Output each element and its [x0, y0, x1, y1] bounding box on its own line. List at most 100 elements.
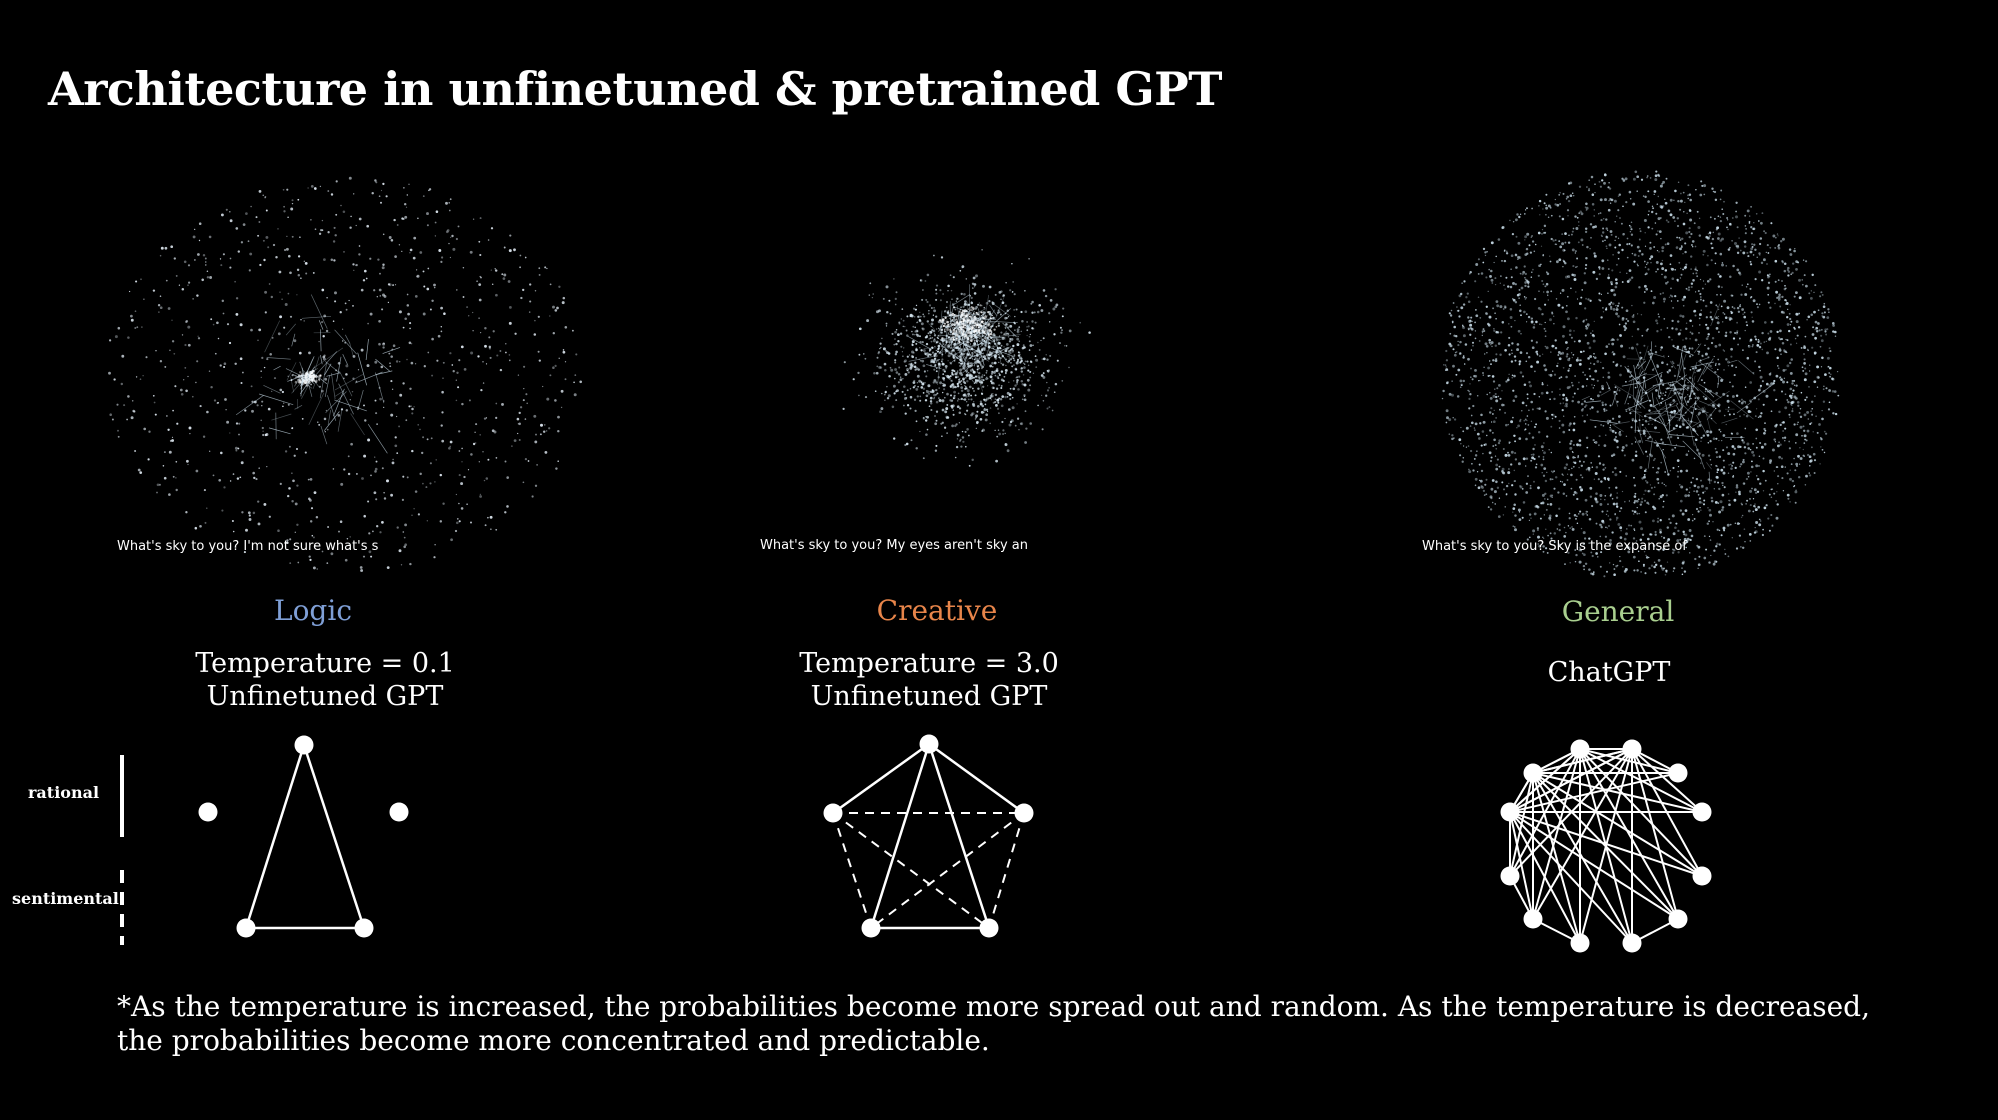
cloud-point — [231, 519, 234, 523]
cloud-point — [1671, 295, 1674, 298]
cloud-point — [1494, 344, 1498, 347]
cloud-point — [1710, 554, 1712, 557]
cloud-point — [1580, 464, 1583, 467]
cloud-point — [987, 397, 991, 400]
cloud-point — [1798, 463, 1801, 465]
cloud-point — [449, 256, 451, 259]
cloud-point — [1489, 429, 1492, 432]
cloud-strand — [337, 408, 343, 432]
cloud-point — [264, 196, 267, 198]
cloud-point — [1710, 417, 1713, 420]
cloud-point — [971, 458, 974, 462]
cloud-point — [929, 348, 932, 351]
cloud-point — [1004, 368, 1008, 372]
cloud-point — [1615, 304, 1617, 307]
cloud-point — [1764, 479, 1767, 482]
cloud-point — [947, 344, 951, 348]
cloud-point — [1027, 325, 1030, 328]
cloud-point — [917, 385, 919, 388]
cloud-point — [1808, 472, 1810, 474]
cloud-point — [894, 330, 897, 334]
cloud-point — [1601, 267, 1605, 270]
cloud-point — [1005, 364, 1007, 367]
cloud-strand — [989, 347, 1016, 358]
cloud-point — [1563, 466, 1567, 470]
cloud-point — [1681, 315, 1685, 318]
cloud-point — [1512, 507, 1516, 510]
cloud-point — [1598, 444, 1600, 447]
cloud-point — [989, 312, 992, 316]
cloud-point — [1559, 480, 1562, 483]
cloud-point — [1697, 343, 1700, 346]
cloud-point — [1010, 338, 1014, 341]
cloud-point — [932, 397, 935, 400]
cloud-point — [1803, 378, 1807, 382]
cloud-strand — [264, 320, 281, 353]
cloud-point — [1000, 344, 1003, 347]
cloud-point — [297, 378, 300, 382]
cloud-point — [1683, 570, 1687, 573]
cloud-point — [999, 356, 1002, 360]
cloud-point — [1618, 415, 1621, 418]
cloud-point — [1493, 438, 1496, 442]
cloud-point — [484, 327, 487, 330]
cloud-point — [383, 492, 385, 494]
cloud-point — [1490, 456, 1493, 459]
cloud-point — [1628, 269, 1632, 272]
cloud-point — [936, 350, 939, 353]
cloud-point — [479, 217, 482, 220]
cloud-point — [1460, 384, 1463, 387]
cloud-point — [1608, 182, 1610, 184]
cloud-point — [1551, 312, 1554, 315]
cloud-strand — [951, 294, 971, 307]
cloud-point — [912, 325, 915, 328]
cloud-point — [1460, 306, 1464, 310]
cloud-point — [992, 392, 994, 395]
cloud-point — [1702, 299, 1705, 302]
cloud-point — [1717, 481, 1720, 484]
cloud-point — [1558, 215, 1561, 218]
cloud-point — [1598, 273, 1601, 276]
cloud-point — [1782, 437, 1784, 439]
cloud-point — [388, 236, 392, 239]
cloud-point — [1656, 203, 1659, 205]
cloud-point — [188, 426, 192, 430]
cloud-point — [460, 345, 464, 349]
cloud-point — [1687, 394, 1689, 396]
cloud-point — [1724, 548, 1726, 551]
cloud-point — [1558, 240, 1561, 242]
cloud-strand — [327, 395, 337, 422]
cloud-point — [128, 290, 131, 293]
cloud-point — [237, 447, 240, 450]
cloud-point — [1032, 327, 1035, 330]
cloud-point — [1605, 513, 1608, 516]
cloud-point — [956, 297, 959, 300]
cloud-point — [1509, 219, 1511, 222]
cloud-point — [930, 408, 933, 412]
cloud-point — [958, 407, 962, 410]
cloud-point — [1656, 365, 1660, 368]
cloud-point — [921, 340, 924, 344]
cloud-point — [949, 328, 952, 331]
cloud-point — [1497, 342, 1501, 345]
cloud-point — [1584, 454, 1588, 458]
cloud-strand — [995, 294, 1006, 319]
cloud-point — [404, 543, 408, 547]
cloud-strand — [977, 377, 984, 392]
cloud-strand — [971, 321, 981, 340]
cloud-point — [163, 476, 167, 480]
cloud-point — [944, 365, 948, 368]
cloud-point — [943, 396, 946, 399]
cloud-point — [1004, 327, 1007, 329]
cloud-point — [934, 354, 937, 356]
cloud-point — [1016, 330, 1020, 334]
cloud-point — [1711, 367, 1713, 370]
cloud-point — [989, 353, 993, 356]
cloud-point — [1692, 272, 1695, 275]
cloud-point — [323, 314, 327, 318]
cloud-point — [1700, 509, 1702, 511]
cloud-point — [266, 465, 268, 468]
cloud-point — [931, 318, 934, 322]
cloud-point — [1452, 348, 1455, 351]
cloud-point — [935, 410, 939, 413]
